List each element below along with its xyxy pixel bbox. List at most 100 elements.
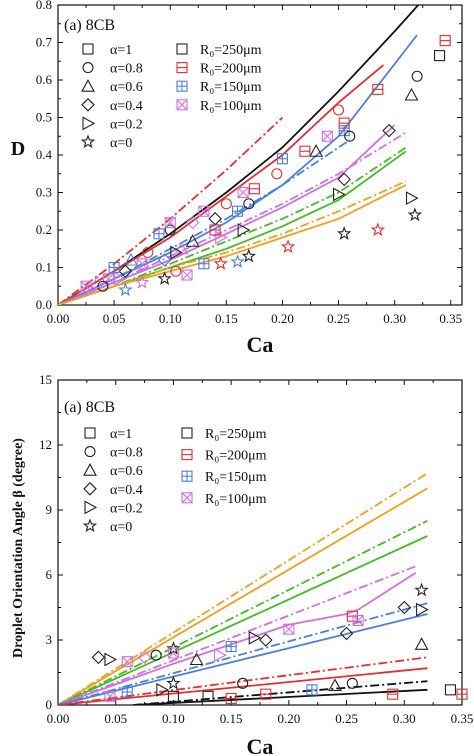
data-point	[404, 87, 419, 101]
marker-square	[121, 656, 133, 668]
data-point	[198, 205, 210, 217]
marker-circle	[411, 70, 423, 82]
marker-diamond	[382, 123, 396, 138]
data-point	[91, 650, 106, 665]
marker-square	[352, 614, 364, 627]
legend-radius-marker	[181, 449, 193, 461]
x-tick-label: 0.15	[215, 311, 238, 326]
marker-triangle-right	[237, 223, 251, 237]
data-point	[118, 282, 133, 297]
x-tick-label: 0.00	[47, 711, 70, 726]
x-tick-label: 0.20	[271, 311, 294, 326]
data-point	[382, 123, 396, 138]
marker-star	[80, 134, 96, 149]
data-point	[104, 690, 116, 702]
fit-curve-solid	[58, 184, 407, 305]
legend-alpha-marker	[81, 98, 95, 112]
marker-square	[176, 99, 188, 111]
legend-alpha-label: α=0.6	[110, 464, 143, 479]
data-point	[124, 252, 138, 266]
marker-triangle-up	[81, 79, 95, 92]
data-point	[136, 258, 148, 270]
data-point	[237, 677, 249, 689]
panel-bottom-orientation: (a) 8CB 0.00 0.05 0.10 0.15 0.20 0.25 0.30 0.35…	[11, 372, 473, 756]
legend-alpha-marker	[82, 62, 94, 74]
marker-triangle-up	[90, 275, 105, 289]
y-axis-title: D	[11, 138, 25, 160]
x-tick-label: 0.10	[162, 711, 185, 726]
marker-triangle-right	[114, 271, 127, 286]
legend-alpha-marker	[82, 518, 98, 533]
data-point	[215, 230, 228, 245]
marker-triangle-right	[214, 648, 227, 663]
marker-circle	[220, 198, 232, 210]
data-point	[166, 675, 181, 690]
data-point	[370, 222, 386, 237]
data-point	[328, 678, 342, 692]
legend-radius-label: R₀=200μm	[205, 449, 267, 464]
marker-star	[213, 256, 228, 270]
marker-circle	[237, 677, 249, 689]
marker-square	[167, 690, 179, 702]
data-point	[372, 83, 384, 95]
data-point	[439, 35, 451, 47]
data-point	[333, 104, 345, 116]
x-tick-label: 0.05	[104, 711, 127, 726]
marker-square	[84, 427, 96, 439]
marker-x-b	[164, 217, 176, 228]
legend-alpha-label: α=0	[110, 520, 132, 535]
fit-curve-solid	[58, 487, 428, 705]
legend-alpha-label: α=1	[110, 43, 132, 58]
marker-star	[230, 254, 245, 269]
data-point	[167, 690, 179, 702]
y-tick-label: 0.1	[36, 260, 52, 275]
x-tick-label: 0.30	[393, 711, 416, 726]
data-point	[243, 198, 255, 210]
marker-x-b	[168, 647, 179, 659]
marker-square	[167, 647, 179, 659]
data-point	[237, 186, 249, 199]
fit-curve-dashed	[58, 602, 428, 705]
marker-star	[241, 248, 256, 263]
marker-square	[176, 43, 188, 55]
marker-triangle-up	[124, 252, 138, 266]
marker-square	[202, 690, 214, 702]
y-tick-label: 0.8	[36, 0, 52, 12]
marker-triangle-right	[405, 191, 419, 206]
legend-radius-marker	[176, 80, 188, 92]
x-tick-label: 0.35	[451, 711, 474, 726]
data-point	[299, 145, 311, 157]
marker-square	[198, 205, 210, 217]
data-point	[150, 649, 162, 661]
data-point	[189, 652, 204, 666]
data-points	[91, 582, 468, 705]
legend-alpha-marker	[84, 500, 98, 515]
x-axis-title: Ca	[247, 332, 274, 357]
marker-square	[80, 280, 92, 292]
fit-curve-dashed	[58, 565, 417, 705]
marker-triangle-up	[83, 463, 97, 476]
y-tick-label: 0.3	[36, 185, 52, 200]
data-point	[346, 677, 358, 689]
data-point	[346, 610, 358, 622]
marker-square	[181, 492, 193, 504]
legend-alpha-label: α=1	[110, 427, 132, 442]
data-point	[153, 228, 165, 240]
marker-x-b	[181, 269, 193, 281]
fit-curve-solid	[58, 34, 418, 305]
fit-curve-dashed	[58, 131, 407, 305]
data-point	[167, 647, 179, 659]
legend-alpha-marker	[83, 482, 97, 496]
marker-star	[118, 282, 133, 297]
fit-curve-dashed	[132, 680, 428, 705]
data-point	[434, 50, 446, 62]
data-point	[157, 271, 172, 285]
legend-radius-marker	[181, 470, 193, 482]
data-point	[232, 205, 244, 217]
marker-triangle-up	[414, 637, 429, 650]
marker-triangle-right	[82, 116, 96, 131]
y-tick-label: 12	[39, 437, 52, 452]
data-point	[142, 246, 154, 259]
data-point	[214, 648, 227, 663]
data-point	[225, 692, 237, 705]
